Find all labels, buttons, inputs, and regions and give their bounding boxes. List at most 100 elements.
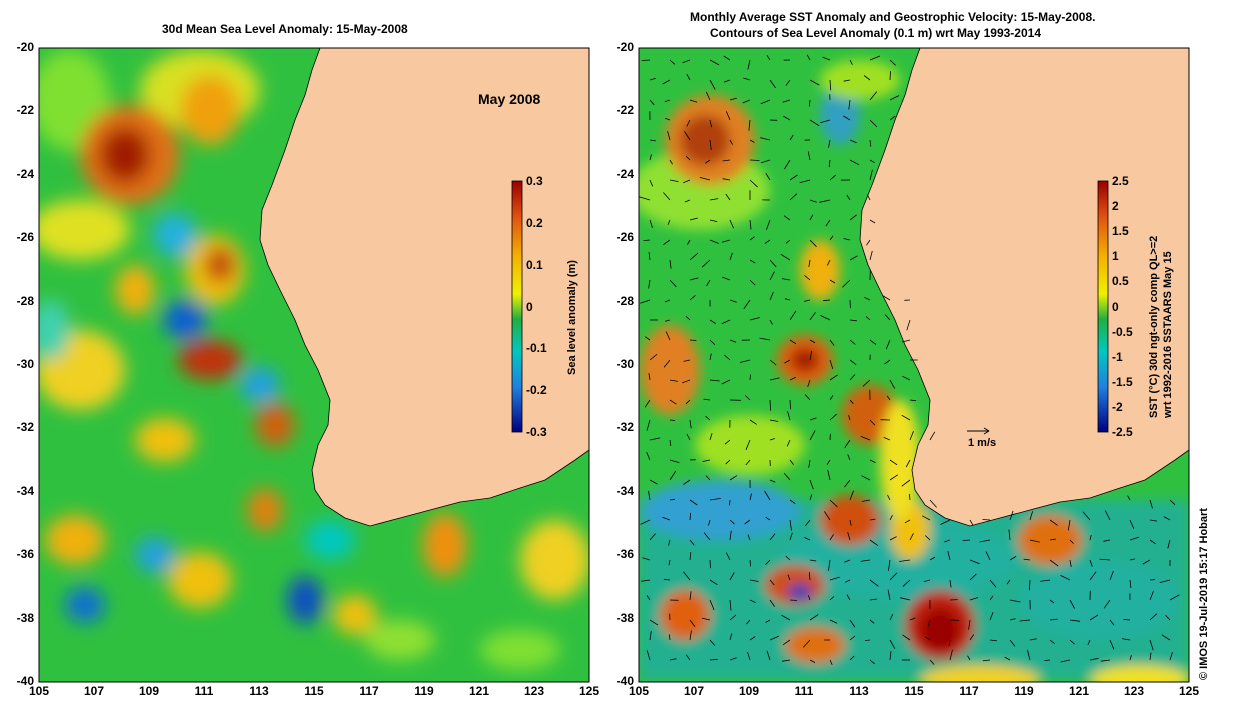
velocity-vector xyxy=(849,339,856,345)
velocity-vector xyxy=(809,312,816,321)
velocity-vector xyxy=(1089,657,1099,661)
velocity-vector xyxy=(685,654,691,661)
velocity-vector xyxy=(703,398,711,401)
velocity-vector xyxy=(764,490,771,501)
right-colorbar-tick: 0 xyxy=(1112,299,1119,314)
velocity-vector xyxy=(1040,579,1051,582)
velocity-vector xyxy=(649,631,652,641)
velocity-vector xyxy=(969,519,974,526)
velocity-vector xyxy=(829,659,833,665)
velocity-vector xyxy=(869,339,877,345)
velocity-vector xyxy=(1159,579,1171,583)
velocity-vector xyxy=(1004,656,1011,661)
right-x-tick: 111 xyxy=(794,684,814,698)
australia-landmass xyxy=(259,48,589,527)
velocity-vector xyxy=(769,579,775,586)
left-x-tick: 123 xyxy=(523,684,545,698)
velocity-vector xyxy=(689,99,698,103)
velocity-vector xyxy=(1089,559,1093,567)
velocity-vector xyxy=(864,296,871,301)
velocity-vector xyxy=(789,193,798,201)
velocity-vector xyxy=(809,559,817,562)
velocity-vector xyxy=(1149,539,1156,545)
velocity-vector xyxy=(683,179,691,184)
velocity-vector xyxy=(766,55,771,61)
right-colorbar-label-line1: SST (°C) 30d ngt-only comp QL>=2 xyxy=(1148,235,1160,418)
velocity-vector xyxy=(782,639,791,646)
velocity-vector xyxy=(669,439,672,447)
right-y-tick: -20 xyxy=(616,40,634,54)
velocity-vector xyxy=(849,59,853,65)
velocity-vector xyxy=(684,199,691,203)
velocity-vector xyxy=(669,658,677,661)
velocity-vector xyxy=(722,178,731,181)
velocity-vector xyxy=(1149,652,1152,661)
velocity-vector xyxy=(721,319,731,325)
right-colorbar-tick: -0.5 xyxy=(1112,324,1133,339)
velocity-vector xyxy=(705,159,711,164)
velocity-vector xyxy=(882,295,891,301)
left-x-tick: 113 xyxy=(249,684,269,698)
velocity-vector xyxy=(844,579,851,583)
velocity-vector xyxy=(869,159,875,164)
velocity-vector xyxy=(769,291,774,301)
velocity-vector xyxy=(669,498,676,501)
velocity-vector xyxy=(1023,558,1031,561)
velocity-vector xyxy=(769,271,775,281)
velocity-vector xyxy=(848,414,851,421)
velocity-vector xyxy=(1103,539,1111,542)
velocity-vector xyxy=(869,598,878,601)
right-colorbar-label-line2: wrt 1992-2016 SSTAARS May 15 xyxy=(1162,251,1174,418)
velocity-vector xyxy=(869,619,875,624)
velocity-vector xyxy=(827,469,831,481)
velocity-vector xyxy=(1169,594,1180,601)
velocity-vector xyxy=(1009,618,1016,621)
velocity-vector xyxy=(749,636,756,641)
velocity-vector xyxy=(809,239,817,247)
velocity-vector xyxy=(869,119,878,128)
velocity-vector xyxy=(1149,519,1158,522)
velocity-vector xyxy=(780,253,791,261)
velocity-vector xyxy=(1069,639,1075,645)
velocity-vector xyxy=(785,79,791,86)
velocity-vector xyxy=(689,630,692,641)
velocity-vector xyxy=(861,475,871,481)
velocity-vector xyxy=(709,339,716,346)
velocity-vector xyxy=(809,339,816,344)
velocity-vector xyxy=(665,117,671,121)
left-x-tick: 109 xyxy=(138,684,160,698)
velocity-vector xyxy=(889,515,893,521)
velocity-vector xyxy=(705,91,711,101)
velocity-vector xyxy=(665,331,671,341)
left-colorbar-tick: 0 xyxy=(526,299,533,314)
velocity-vector xyxy=(1142,559,1151,565)
velocity-vector xyxy=(849,635,856,641)
velocity-vector xyxy=(649,139,656,142)
velocity-vector xyxy=(789,376,796,381)
velocity-vector xyxy=(1089,614,1099,621)
velocity-vector xyxy=(749,259,756,264)
velocity-vector xyxy=(869,459,876,463)
velocity-vector xyxy=(929,659,935,665)
velocity-vector xyxy=(884,359,891,365)
velocity-vector xyxy=(865,316,871,321)
velocity-vector xyxy=(785,239,791,244)
velocity-vector xyxy=(648,279,651,289)
velocity-vector xyxy=(944,539,951,543)
velocity-vector xyxy=(1044,659,1051,661)
velocity-vector xyxy=(646,595,651,601)
velocity-vector xyxy=(849,374,856,381)
velocity-vector xyxy=(709,639,716,646)
velocity-vector xyxy=(740,359,751,363)
velocity-vector xyxy=(643,239,651,241)
velocity-vector xyxy=(765,559,771,565)
velocity-vector xyxy=(1027,649,1031,661)
right-x-tick: 123 xyxy=(1123,684,1145,698)
velocity-vector xyxy=(929,431,936,441)
velocity-vector xyxy=(842,279,851,288)
velocity-vector xyxy=(968,619,971,630)
velocity-vector xyxy=(749,579,759,582)
velocity-vector xyxy=(723,55,731,61)
velocity-vector xyxy=(682,379,691,384)
velocity-vector xyxy=(862,379,871,387)
